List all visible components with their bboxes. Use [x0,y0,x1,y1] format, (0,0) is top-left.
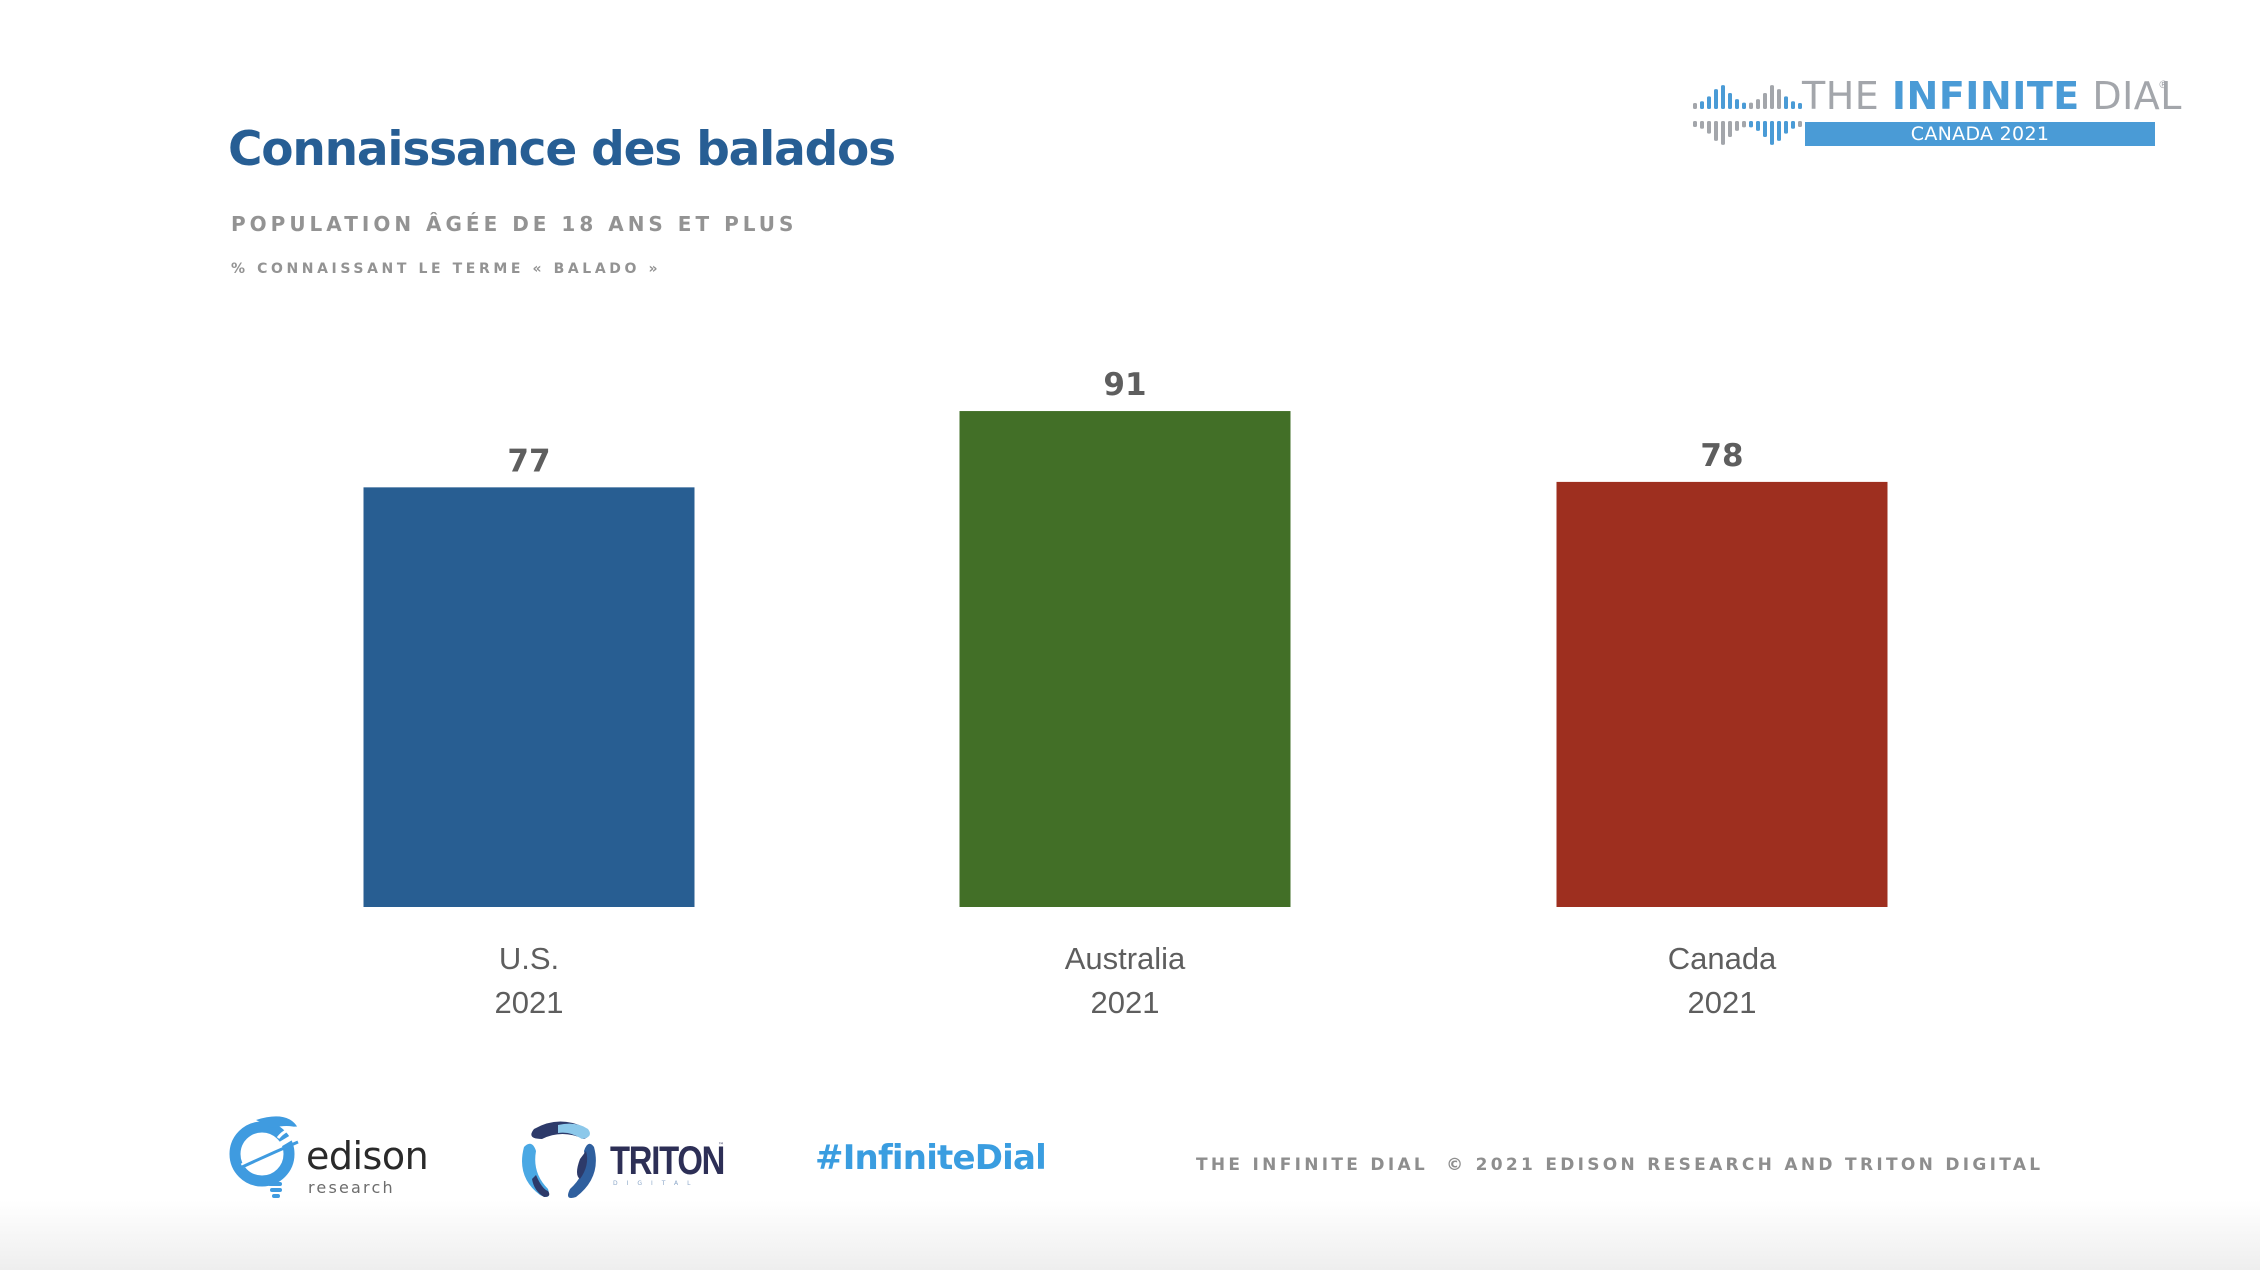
infinity-bar-segment [1763,93,1767,109]
infinity-bar-segment [1693,103,1697,109]
triton-digital-logo: TRITON ™ DIGITAL [518,1117,738,1202]
infinity-bar-segment [1791,121,1795,129]
infinity-bar-segment [1728,121,1732,137]
chart-canvas: 77 91 78 U.S. 2021 Australia 2021 Canada 2021 [363,367,1888,1020]
infinity-bar-segment [1721,121,1725,145]
hashtag-link[interactable]: #InfiniteDial [815,1138,1047,1178]
infinity-bar-segment [1756,121,1760,131]
bottom-fade [0,1200,2260,1270]
infinity-bar-segment [1777,89,1781,109]
footer-credit-title: THE INFINITE DIAL [1196,1155,1429,1175]
population-subtitle: POPULATION ÂGÉE DE 18 ANS ET PLUS [231,212,798,236]
infinity-bar-segment [1714,121,1718,141]
infinity-bar-segment [1798,103,1802,109]
bar-chart: 77 91 78 U.S. 2021 Australia 2021 Canada 2021 [363,367,1888,1020]
infinity-bar-segment [1763,121,1767,137]
infinity-bar-segment [1798,121,1802,127]
infinity-bar-segment [1728,93,1732,109]
logo-word-the: THE [1802,74,1892,118]
footer-credit: THE INFINITE DIAL © 2021 EDISON RESEARCH … [1196,1155,2043,1175]
value-label: 77 [507,443,550,479]
infinity-bar-segment [1714,89,1718,109]
infinity-bars-icon [1693,85,1802,145]
bar-canada [1556,481,1888,907]
edison-lightbulb-icon [229,1116,299,1198]
infinity-bar-segment [1749,121,1753,128]
triton-wordmark: TRITON [610,1139,725,1183]
category-label: Australia [1065,941,1186,976]
category-label: U.S. [499,941,559,976]
bar-australia [959,411,1291,907]
category-year-label: 2021 [1091,985,1160,1020]
edison-research-logo: edison research [228,1114,429,1204]
edison-wordmark: edison [306,1134,429,1178]
logo-word-infinite: INFINITE [1891,74,2080,118]
infinity-bar-segment [1735,121,1739,131]
infinity-bar-segment [1742,102,1746,109]
triton-logo-icon [522,1121,596,1198]
logo-word-dial: DIAL [2079,74,2182,118]
infinity-bar-segment [1784,121,1788,134]
infinity-bar-segment [1707,96,1711,109]
infinity-bar-segment [1721,85,1725,109]
triton-trademark: ™ [718,1142,724,1149]
category-label: Canada [1668,941,1777,976]
category-year-label: 2021 [1688,985,1757,1020]
infinity-bar-segment [1777,121,1781,141]
triton-subtext: DIGITAL [613,1180,700,1187]
page-title: Connaissance des balados [228,122,896,177]
infinity-bar-segment [1784,96,1788,109]
registered-mark: ® [2158,78,2169,91]
measure-subtitle: % CONNAISSANT LE TERME « BALADO » [231,261,662,277]
infinity-bar-segment [1700,121,1704,129]
infinite-dial-logo: THE INFINITE DIAL ® CANADA 2021 [1690,72,2182,162]
infinity-bar-segment [1742,121,1746,128]
logo-wordmark: THE INFINITE DIAL [1802,74,2182,118]
infinity-bar-segment [1735,99,1739,109]
infinity-bar-segment [1707,121,1711,134]
category-year-label: 2021 [495,985,564,1020]
edition-banner: CANADA 2021 [1805,122,2155,146]
value-label: 91 [1103,367,1146,403]
infinity-bar-segment [1770,85,1774,109]
infinity-bar-segment [1749,102,1753,109]
footer-copyright: © 2021 EDISON RESEARCH AND TRITON DIGITA… [1446,1155,2044,1175]
edison-subtext: research [308,1178,395,1197]
value-label: 78 [1700,438,1743,474]
infinity-bar-segment [1693,121,1697,127]
infinity-bar-segment [1770,121,1774,145]
infinity-bar-segment [1700,101,1704,109]
infinity-bar-segment [1756,99,1760,109]
bar-us [363,487,695,907]
infinity-bar-segment [1791,101,1795,109]
